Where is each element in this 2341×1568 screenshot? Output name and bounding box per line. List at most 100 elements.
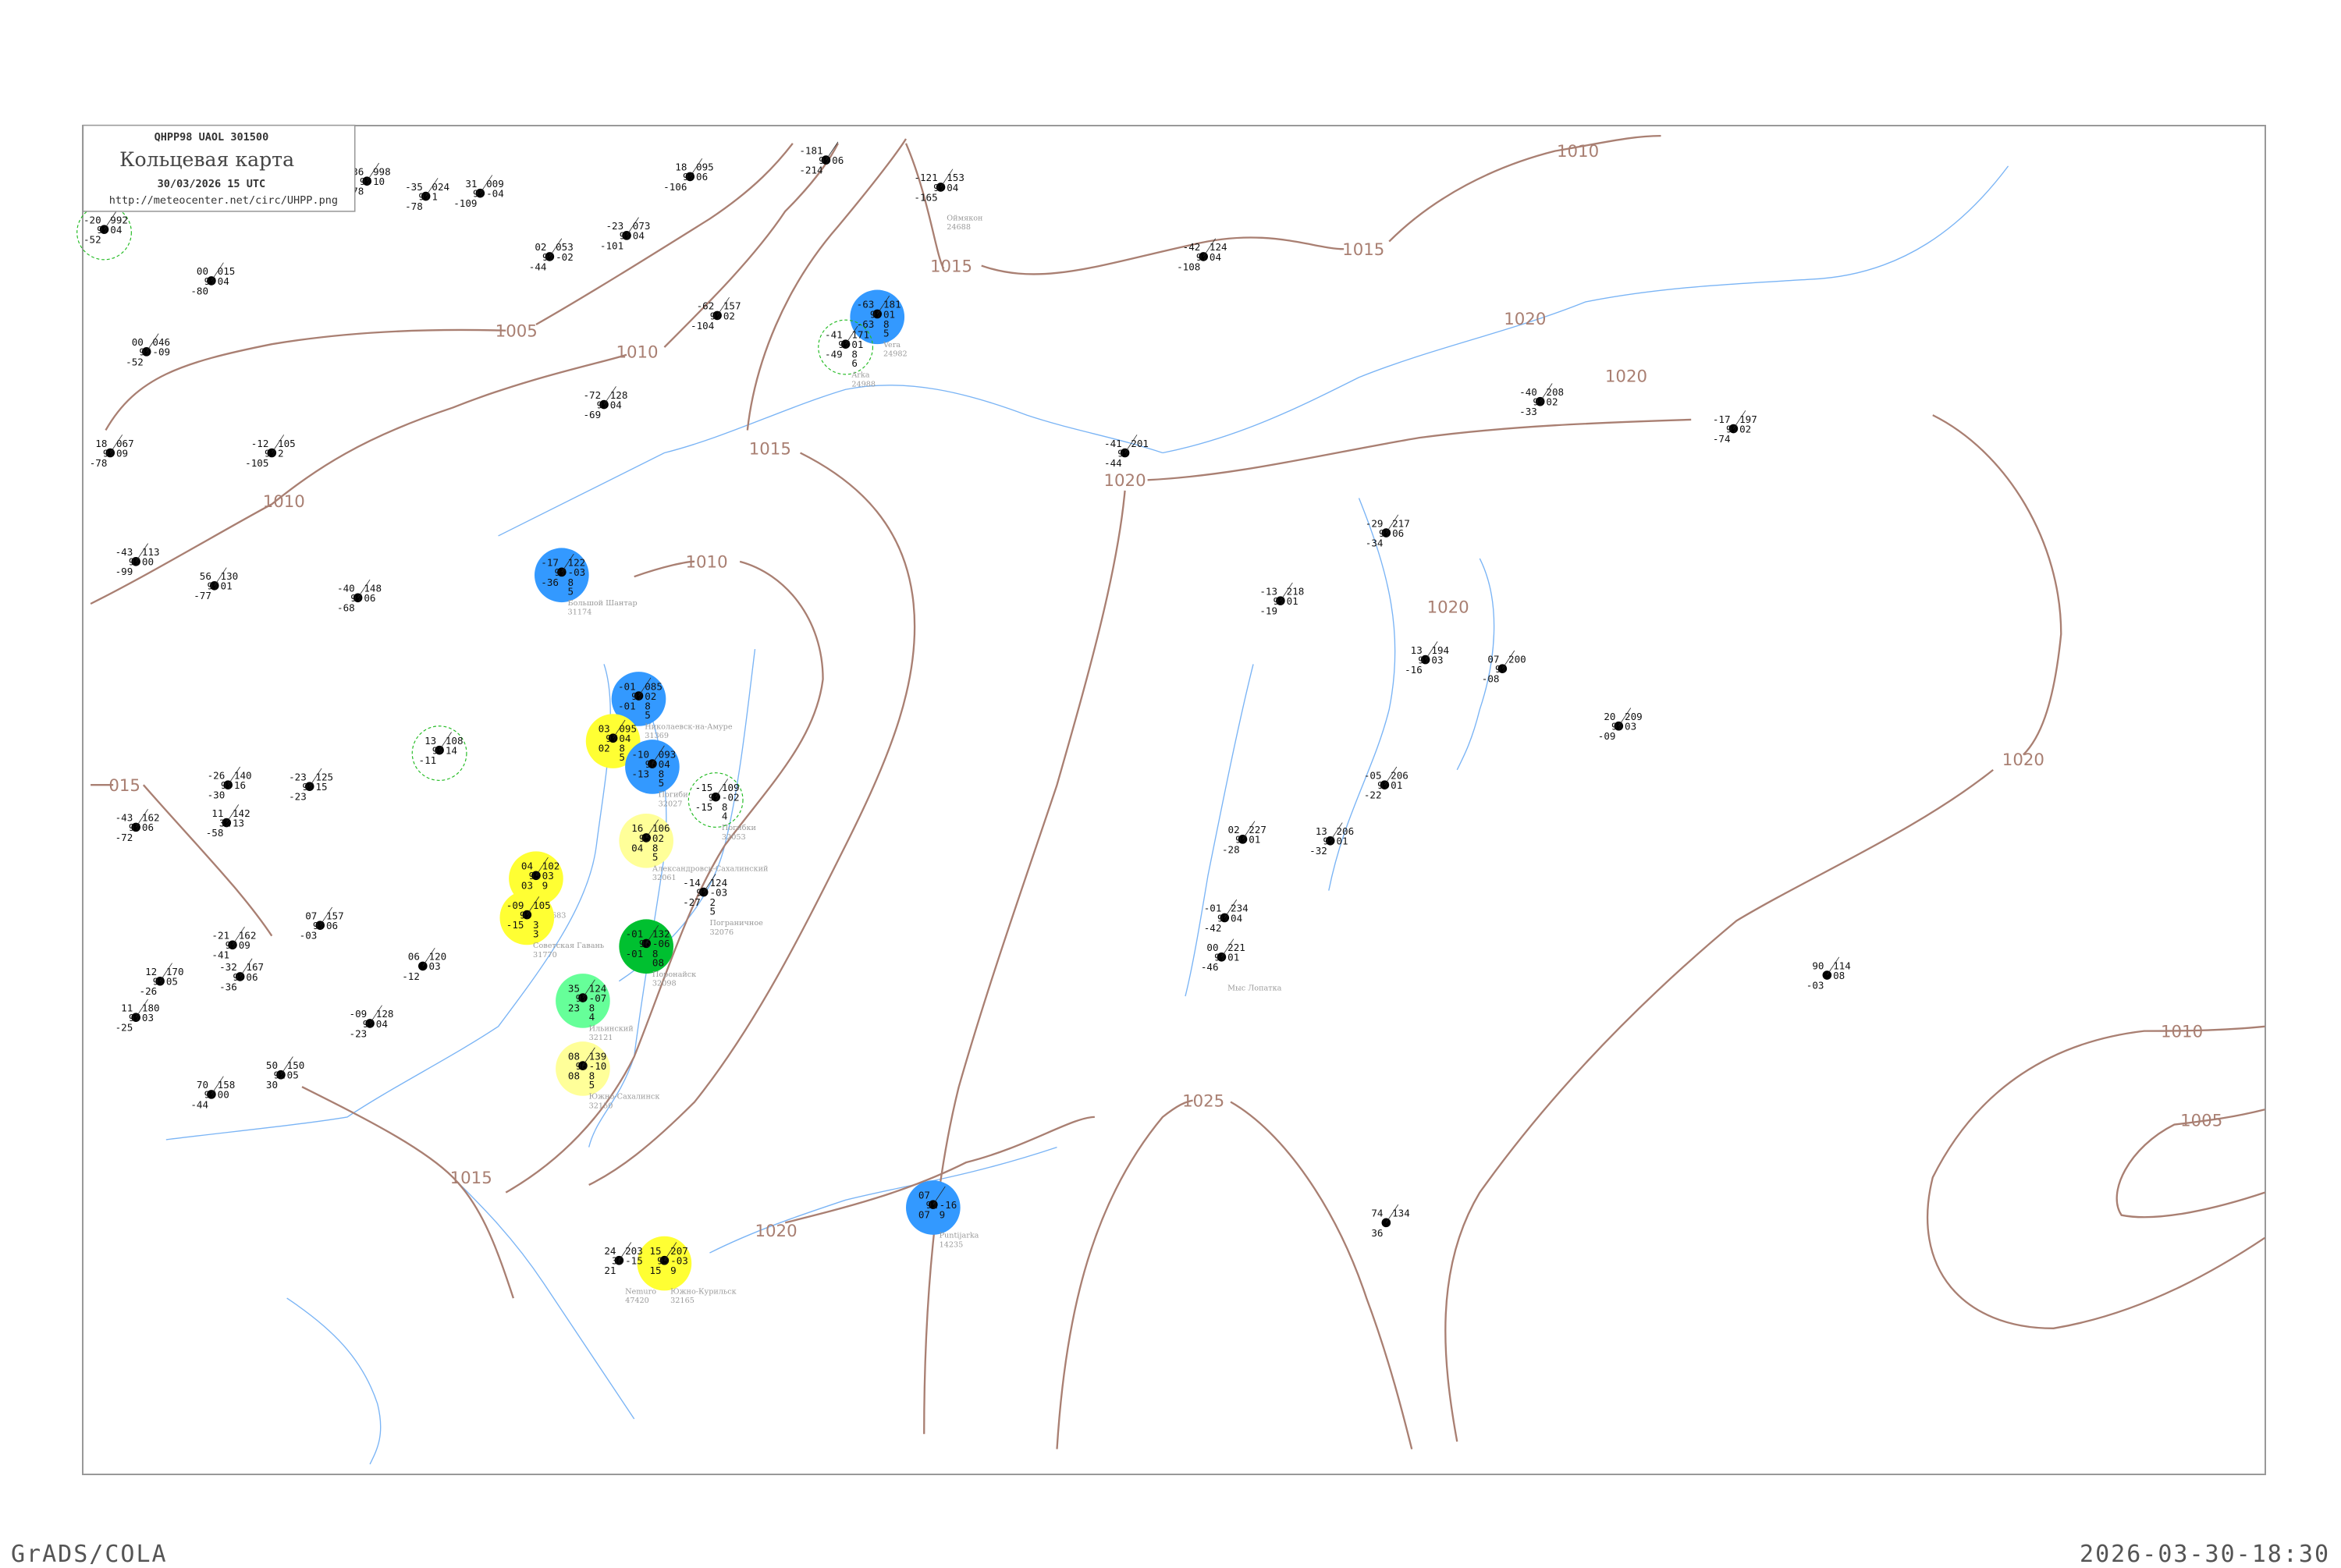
station-tend: 04 xyxy=(1210,251,1221,263)
station-p: 227 xyxy=(1249,824,1266,835)
station-td: -108 xyxy=(1177,261,1200,272)
station-plot[interactable]: 74 36 134 xyxy=(1371,1204,1410,1239)
station-td: -26 xyxy=(140,985,158,997)
isobar-label: 1020 xyxy=(2002,750,2044,770)
station-p: 148 xyxy=(364,583,382,594)
isobar-label: 1015 xyxy=(450,1169,492,1188)
station-t: -01 xyxy=(626,928,644,940)
station-id: 32165 xyxy=(670,1297,694,1305)
station-vis: 93 xyxy=(529,870,541,882)
station-t: 90 xyxy=(1812,960,1824,971)
station-tend: 06 xyxy=(364,592,375,604)
station-vis: 92 xyxy=(274,1070,286,1081)
station-tend: 00 xyxy=(218,1089,229,1101)
station-td: -23 xyxy=(350,1027,368,1039)
station-vis: 97 xyxy=(1323,835,1334,847)
station-p: 134 xyxy=(1392,1208,1410,1219)
station-p: 095 xyxy=(619,722,637,734)
station-p: 106 xyxy=(652,822,670,834)
station-plot[interactable]: 1695041060285Александровск-Сахалинский32… xyxy=(619,813,768,882)
station-clouds: 8 xyxy=(589,1002,595,1013)
station-tend: 01 xyxy=(1249,834,1260,846)
source-url[interactable]: http://meteocenter.net/circ/UHPP.png xyxy=(109,194,338,207)
station-vis: 97 xyxy=(1726,423,1738,435)
station-t: 35 xyxy=(568,982,580,994)
wind-barb-icon xyxy=(439,732,452,750)
station-tend: 04 xyxy=(633,230,645,242)
station-low: 4 xyxy=(589,1011,595,1023)
station-tend: 01 xyxy=(851,339,863,350)
station-vis: 97 xyxy=(631,690,643,702)
isobar-label: 1015 xyxy=(749,439,791,459)
cloud-cover-icon xyxy=(131,822,140,832)
station-tend: 06 xyxy=(696,171,708,183)
station-p: 158 xyxy=(218,1079,236,1091)
wind-barb-icon xyxy=(689,158,703,177)
wind-barb-icon xyxy=(309,768,322,787)
station-t: 50 xyxy=(266,1059,278,1071)
station-vis: 97 xyxy=(363,1018,375,1030)
